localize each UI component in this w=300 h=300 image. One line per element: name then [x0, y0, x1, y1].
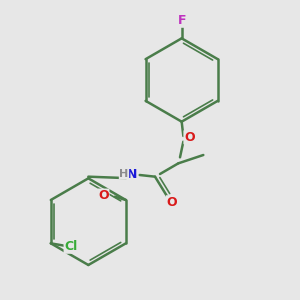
Text: O: O — [184, 131, 195, 144]
Text: Cl: Cl — [64, 240, 77, 253]
Text: H: H — [119, 169, 129, 179]
Text: O: O — [167, 196, 177, 209]
Text: F: F — [177, 14, 186, 27]
Text: N: N — [127, 167, 137, 181]
Text: O: O — [98, 189, 109, 202]
